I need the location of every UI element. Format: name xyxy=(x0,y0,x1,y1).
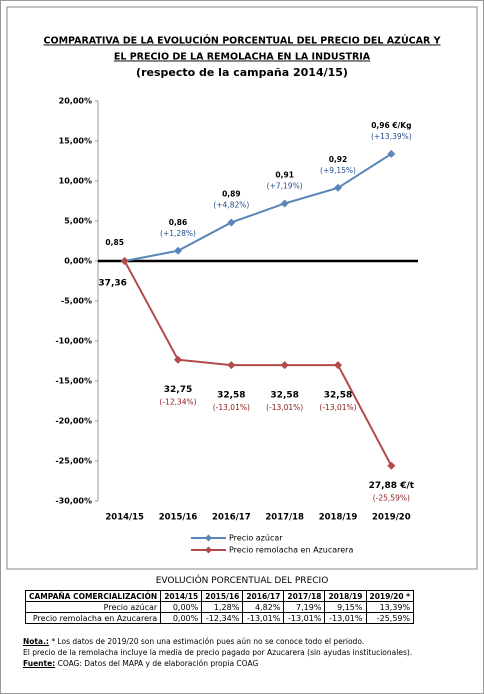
x-tick-label: 2015/16 xyxy=(159,513,198,523)
note-label: Fuente: xyxy=(23,659,56,668)
legend-marker xyxy=(205,534,212,542)
legend-label: Precio azúcar xyxy=(229,534,283,543)
x-tick-label: 2014/15 xyxy=(105,513,144,523)
series-line xyxy=(124,153,392,262)
price-label: 0,89 xyxy=(222,189,241,198)
y-tick-label: -5,00% xyxy=(61,297,92,306)
y-tick-label: 0,00% xyxy=(64,257,92,266)
table-cell: 9,15% xyxy=(324,601,367,613)
table-cell: -13,01% xyxy=(324,612,367,624)
data-label: (-13,01%) xyxy=(213,403,250,412)
table-cell: Precio azúcar xyxy=(24,601,162,613)
chart: COMPARATIVA DE LA EVOLUCIÓN PORCENTUAL D… xyxy=(6,6,478,570)
point-marker xyxy=(120,257,129,265)
legend-label: Precio remolacha en Azucarera xyxy=(229,546,353,555)
chart-title: (respecto de la campaña 2014/15) xyxy=(136,66,348,79)
header-cell: 2014/15 xyxy=(160,590,203,602)
y-tick-label: 20,00% xyxy=(59,97,92,106)
y-tick-label: -30,00% xyxy=(55,497,92,506)
price-label: 0,85 xyxy=(105,238,124,247)
y-tick-label: -20,00% xyxy=(55,417,92,426)
point-marker xyxy=(280,361,289,370)
note-text: El precio de la remolacha incluye la med… xyxy=(23,648,413,657)
header-cell: 2018/19 xyxy=(324,590,367,602)
header-cell: 2017/18 xyxy=(283,590,326,602)
table-cell: 7,19% xyxy=(283,601,326,613)
note-label: Nota.: xyxy=(23,637,49,646)
point-marker xyxy=(174,246,182,255)
price-label: 0,86 xyxy=(169,218,188,227)
table-cell: 4,82% xyxy=(242,601,285,613)
series-line xyxy=(123,260,393,467)
price-label: 32,58 xyxy=(324,391,352,401)
table-cell: Precio remolacha en Azucarera xyxy=(24,612,162,624)
price-label: 0,91 xyxy=(275,170,294,179)
table-cell: -13,01% xyxy=(283,612,326,624)
data-label: (-13,01%) xyxy=(319,403,356,412)
table-row: Precio remolacha en Azucarera 0,00% -12,34… xyxy=(24,612,415,624)
data-label: (+13,39%) xyxy=(371,132,412,141)
x-tick-label: 2016/17 xyxy=(212,513,251,523)
note-text: COAG: Datos del MAPA y de elaboración pr… xyxy=(57,659,259,668)
chart-title: EL PRECIO DE LA REMOLACHA EN LA INDUSTRI… xyxy=(114,52,371,63)
y-tick-label: 10,00% xyxy=(59,177,92,186)
price-label: 32,58 xyxy=(217,391,245,401)
table-cell: 13,39% xyxy=(365,601,415,613)
x-tick-label: 2018/19 xyxy=(319,513,358,523)
header-cell: 2015/16 xyxy=(201,590,244,602)
notes: Nota.: * Los datos de 2019/20 son una es… xyxy=(23,636,473,669)
header-cell: 2016/17 xyxy=(242,590,285,602)
y-tick-label: -25,00% xyxy=(55,457,92,466)
data-label: (+4,82%) xyxy=(213,200,249,209)
table-row: Precio azúcar 0,00% 1,28% 4,82% 7,19% 9,15% 13… xyxy=(24,601,415,613)
note-text: * Los datos de 2019/20 son una estimació… xyxy=(51,637,365,646)
data-label: (-25,59%) xyxy=(373,494,410,503)
table-cell: -12,34% xyxy=(201,612,244,624)
data-label: (+1,28%) xyxy=(160,229,196,238)
y-tick-label: -10,00% xyxy=(55,337,92,346)
point-marker xyxy=(227,361,236,370)
point-marker xyxy=(387,461,396,470)
price-label: 0,96 €/Kg xyxy=(371,121,411,130)
table-cell: 0,00% xyxy=(160,612,203,624)
table-cell: -13,01% xyxy=(242,612,285,624)
table-cell: -25,59% xyxy=(365,612,415,624)
price-label: 37,36 xyxy=(98,279,126,289)
x-tick-label: 2019/20 xyxy=(372,513,411,523)
point-marker xyxy=(174,355,182,364)
table-header: CAMPAÑA COMERCIALIZACIÓN 2014/15 2015/16 20… xyxy=(24,590,415,602)
x-tick-label: 2017/18 xyxy=(265,513,304,523)
chart-border xyxy=(6,6,478,570)
header-cell: CAMPAÑA COMERCIALIZACIÓN xyxy=(24,590,162,602)
price-label: 32,58 xyxy=(270,391,298,401)
header-cell: 2019/20 * xyxy=(365,590,415,602)
note: Fuente: COAG: Datos del MAPA y de elabor… xyxy=(23,658,473,669)
price-label: 32,75 xyxy=(164,385,192,395)
y-tick-label: 15,00% xyxy=(59,137,92,146)
point-marker xyxy=(334,361,342,370)
point-marker xyxy=(387,149,396,158)
price-label: 0,92 xyxy=(329,155,348,164)
point-marker xyxy=(334,183,342,192)
data-label: (+7,19%) xyxy=(267,181,303,190)
point-marker xyxy=(280,199,289,208)
table-cell: 0,00% xyxy=(160,601,203,613)
y-tick-label: 5,00% xyxy=(64,217,92,226)
chart-title: COMPARATIVA DE LA EVOLUCIÓN PORCENTUAL D… xyxy=(44,35,441,47)
y-tick-label: -15,00% xyxy=(55,377,92,386)
price-label: 27,88 €/t xyxy=(369,481,415,491)
table-cell: 1,28% xyxy=(201,601,244,613)
note: Nota.: * Los datos de 2019/20 son una es… xyxy=(23,636,473,647)
legend-marker xyxy=(205,546,212,554)
table: CAMPAÑA COMERCIALIZACIÓN 2014/15 2015/16 20… xyxy=(24,590,415,624)
data-label: (-13,01%) xyxy=(266,403,303,412)
data-label: (-12,34%) xyxy=(159,398,196,407)
table-title: EVOLUCIÓN PORCENTUAL DEL PRECIO xyxy=(155,576,329,586)
point-marker xyxy=(227,218,236,227)
note: El precio de la remolacha incluye la med… xyxy=(23,647,473,658)
data-label: (+9,15%) xyxy=(320,166,356,175)
